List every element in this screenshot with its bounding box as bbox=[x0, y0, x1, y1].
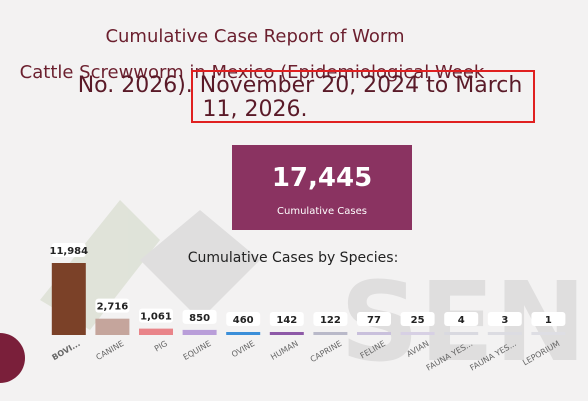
value-label: 3 bbox=[501, 315, 508, 326]
chart-title: Cumulative Cases by Species: bbox=[188, 250, 399, 266]
value-label-bg bbox=[226, 312, 261, 326]
value-label: 142 bbox=[276, 315, 297, 326]
value-label: 1,061 bbox=[140, 312, 172, 323]
value-label-bg bbox=[444, 312, 479, 326]
value-label: 11,984 bbox=[50, 246, 89, 257]
bar bbox=[313, 332, 348, 335]
value-label-bg bbox=[269, 312, 304, 326]
kpi-label: Cumulative Cases bbox=[277, 206, 367, 217]
value-label-bg bbox=[400, 312, 435, 326]
bar bbox=[51, 263, 86, 335]
logo-circle bbox=[0, 333, 25, 383]
bar bbox=[269, 332, 304, 335]
value-label-bg bbox=[357, 312, 391, 326]
value-label: 4 bbox=[458, 315, 465, 326]
value-label: 2,716 bbox=[97, 302, 129, 313]
value-label: 25 bbox=[411, 315, 425, 326]
value-label-bg bbox=[182, 309, 217, 324]
kpi-card bbox=[232, 145, 412, 230]
bar bbox=[444, 332, 479, 335]
subtitle-line: No. 2026). November 20, 2024 to March bbox=[78, 73, 523, 98]
bar bbox=[139, 328, 173, 335]
value-label-bg bbox=[95, 298, 130, 313]
value-label: 850 bbox=[189, 313, 210, 324]
value-label: 77 bbox=[367, 315, 381, 326]
highlight-box bbox=[191, 70, 535, 123]
value-label-bg bbox=[487, 312, 522, 326]
value-label: 460 bbox=[233, 315, 254, 326]
value-label-bg bbox=[313, 312, 348, 326]
subtitle-line: 11, 2026. bbox=[203, 97, 308, 122]
title-line: Cattle Screwworm in Mexico (Epidemiologi… bbox=[20, 62, 485, 83]
kpi-value: 17,445 bbox=[272, 163, 372, 193]
bar bbox=[531, 332, 566, 335]
bar bbox=[487, 332, 522, 335]
bar bbox=[400, 332, 435, 335]
bar bbox=[182, 329, 217, 335]
bar bbox=[357, 332, 391, 335]
value-label-bg bbox=[531, 312, 566, 326]
value-label-bg bbox=[139, 308, 173, 323]
value-label-bg bbox=[51, 243, 86, 257]
value-label: 1 bbox=[545, 315, 552, 326]
title-line: Cumulative Case Report of Worm bbox=[105, 26, 404, 47]
bar bbox=[226, 332, 261, 335]
bar bbox=[95, 318, 130, 335]
value-label: 122 bbox=[320, 315, 341, 326]
